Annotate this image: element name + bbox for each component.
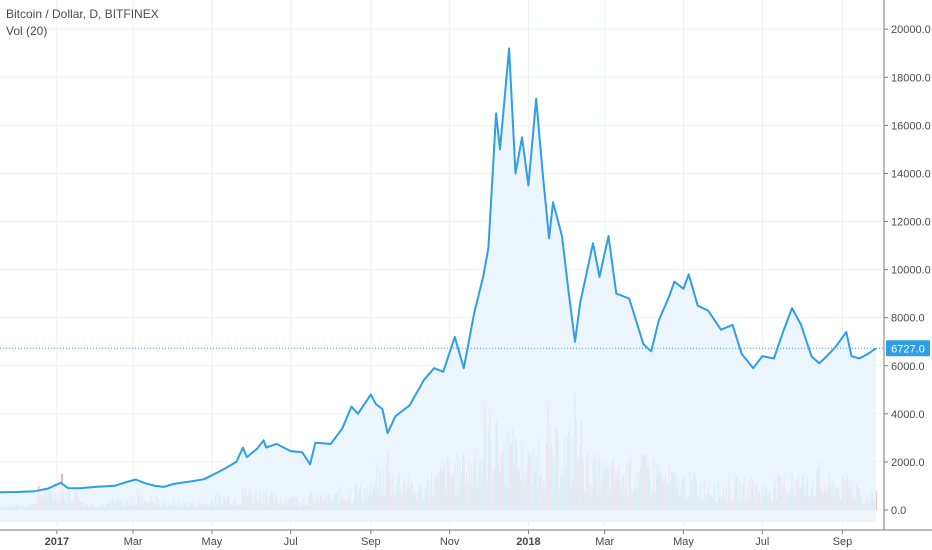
x-tick-label: May: [673, 536, 694, 548]
price-area: [0, 48, 876, 522]
volume-legend-label: Vol (20): [6, 24, 48, 38]
x-tick-label: Sep: [833, 536, 853, 548]
y-tick-label: 4000.0: [891, 409, 925, 421]
last-price-marker: 6727.0: [0, 340, 930, 357]
y-tick-label: 10000.0: [891, 265, 931, 277]
y-tick-label: 6000.0: [891, 361, 925, 373]
x-tick-label: 2017: [45, 536, 69, 548]
price-area-fill: [0, 48, 876, 522]
x-tick-label: Nov: [440, 536, 460, 548]
y-tick-label: 0.0: [891, 505, 906, 517]
price-line-group: [0, 47, 877, 494]
y-tick-label: 20000.0: [891, 24, 931, 36]
x-tick-label: Mar: [124, 536, 143, 548]
axes: [0, 0, 932, 531]
y-tick-label: 12000.0: [891, 217, 931, 229]
x-tick-label: May: [202, 536, 223, 548]
chart-legend: Bitcoin / Dollar, D, BITFINEX Vol (20): [6, 6, 159, 40]
x-tick-label: Sep: [361, 536, 381, 548]
price-line: [0, 47, 877, 494]
last-price-badge: [886, 340, 930, 357]
x-tick-label: 2018: [516, 536, 540, 548]
y-tick-label: 16000.0: [891, 120, 931, 132]
x-tick-label: Jul: [755, 536, 769, 548]
chart-title: Bitcoin / Dollar, D, BITFINEX: [6, 7, 159, 21]
last-price-label: 6727.0: [891, 343, 925, 355]
y-axis-ticks: 0.0 2000.0 4000.0 6000.0 8000.0 10000.0 12000.…: [884, 24, 931, 517]
x-tick-label: Mar: [595, 536, 614, 548]
y-tick-label: 18000.0: [891, 72, 931, 84]
y-tick-label: 8000.0: [891, 313, 925, 325]
y-tick-label: 14000.0: [891, 168, 931, 180]
y-tick-label: 2000.0: [891, 457, 925, 469]
x-axis-ticks: 2017 Mar May Jul Sep Nov 2018 Mar May Jul Sep: [45, 530, 853, 548]
x-tick-label: Jul: [284, 536, 298, 548]
